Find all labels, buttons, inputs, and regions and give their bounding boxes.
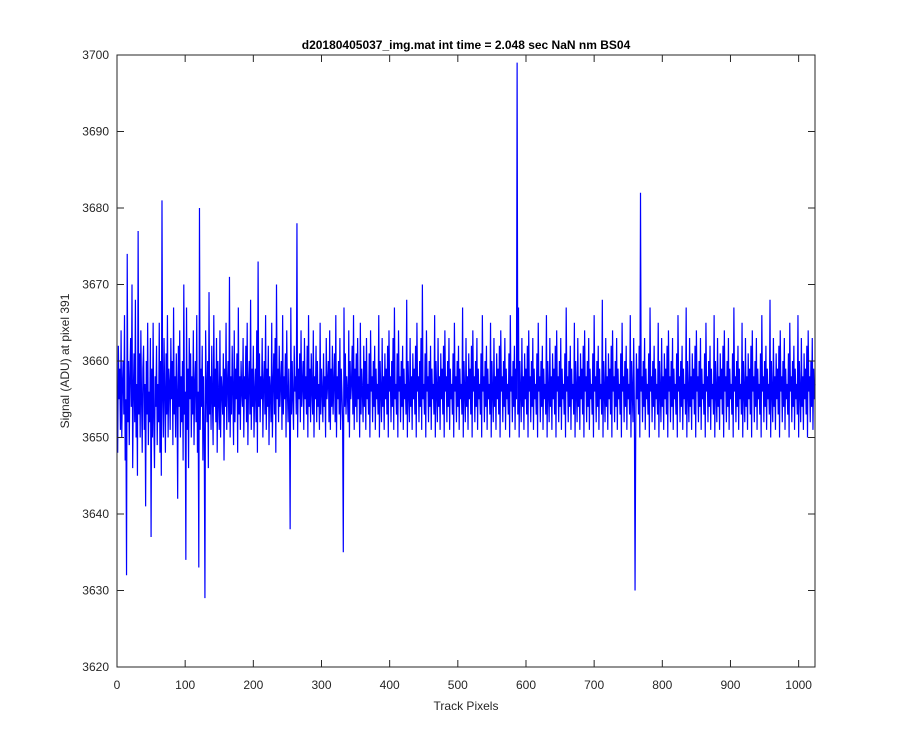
x-tick-label: 800 bbox=[652, 678, 672, 692]
y-axis-label: Signal (ADU) at pixel 391 bbox=[58, 293, 72, 428]
y-tick-label: 3690 bbox=[82, 125, 109, 139]
y-tick-label: 3660 bbox=[82, 354, 109, 368]
x-tick-label: 1000 bbox=[785, 678, 812, 692]
y-tick-label: 3640 bbox=[82, 507, 109, 521]
chart-title: d20180405037_img.mat int time = 2.048 se… bbox=[302, 38, 631, 52]
x-tick-label: 700 bbox=[584, 678, 604, 692]
x-tick-label: 200 bbox=[243, 678, 263, 692]
x-tick-label: 900 bbox=[720, 678, 740, 692]
x-tick-label: 600 bbox=[516, 678, 536, 692]
x-tick-label: 400 bbox=[380, 678, 400, 692]
ticks-layer: 0 100 200 300 400 500 600 700 800 900 1000 3620 3630… bbox=[82, 48, 815, 692]
x-axis-label: Track Pixels bbox=[434, 699, 499, 713]
series-line bbox=[117, 62, 816, 599]
axes-box bbox=[116, 54, 816, 668]
y-tick-label: 3700 bbox=[82, 48, 109, 62]
y-tick-label: 3620 bbox=[82, 660, 109, 674]
y-tick-label: 3630 bbox=[82, 584, 109, 598]
x-tick-label: 500 bbox=[448, 678, 468, 692]
y-tick-label: 3650 bbox=[82, 431, 109, 445]
x-tick-label: 100 bbox=[175, 678, 195, 692]
y-tick-label: 3680 bbox=[82, 201, 109, 215]
y-tick-label: 3670 bbox=[82, 278, 109, 292]
x-tick-label: 300 bbox=[311, 678, 331, 692]
x-tick-label: 0 bbox=[114, 678, 121, 692]
series-layer bbox=[117, 62, 816, 599]
